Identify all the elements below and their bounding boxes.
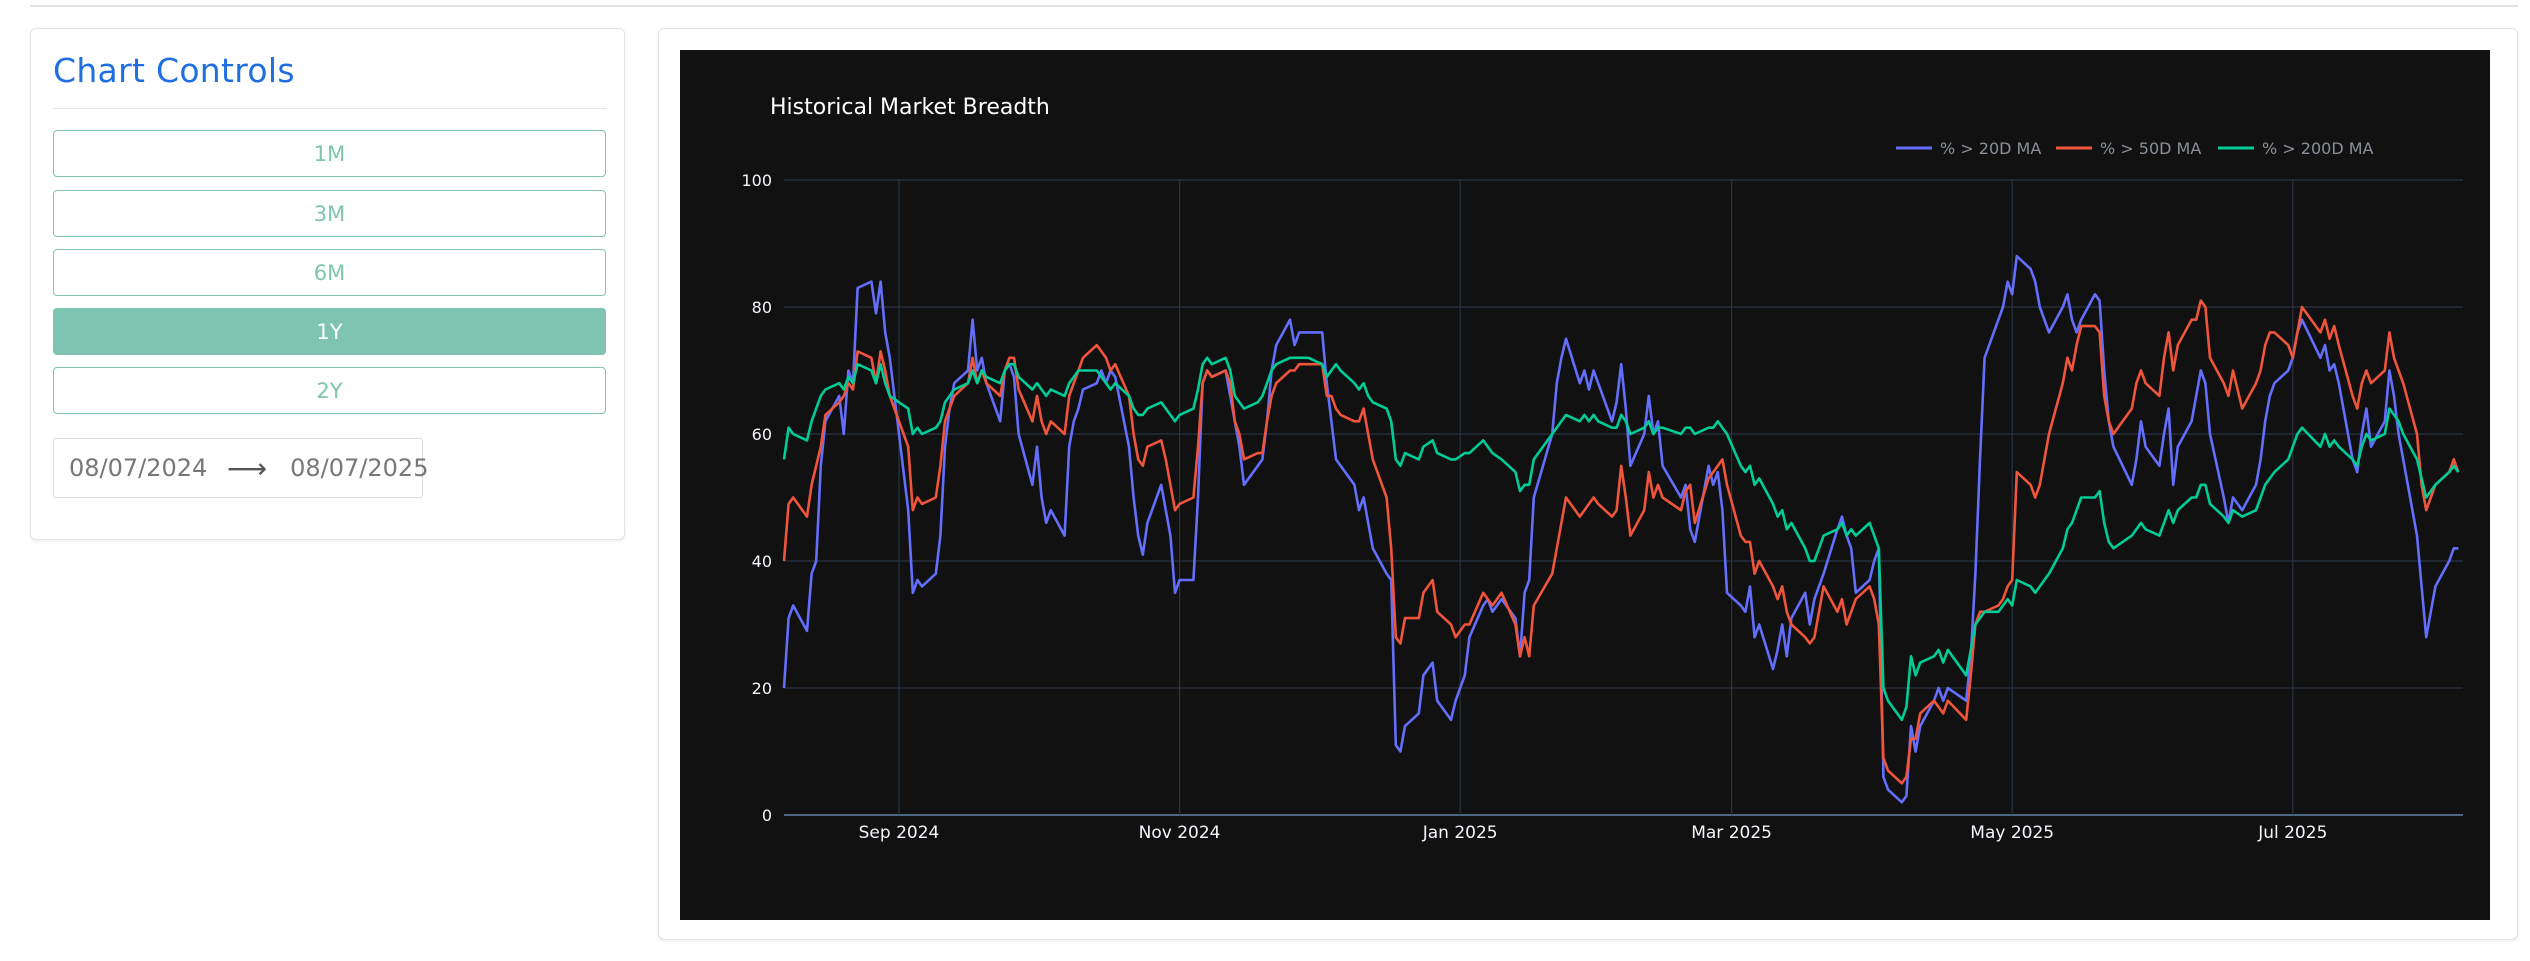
legend-item-3: % > 200D MA [2218,139,2374,158]
range-button-1y[interactable]: 1Y [53,308,606,355]
x-tick-label: Jan 2025 [1422,823,1498,843]
controls-divider [53,108,606,109]
top-divider [30,5,2518,7]
y-tick-label: 80 [752,298,772,317]
legend-item-2: % > 50D MA [2056,139,2201,158]
chart-title: Historical Market Breadth [770,95,1050,120]
end-date-input[interactable] [275,454,441,482]
x-tick-label: Mar 2025 [1691,823,1772,843]
legend-label: % > 50D MA [2100,139,2201,158]
chart-panel: Historical Market Breadth 0 20 40 60 80 100 S… [658,28,2518,940]
series-line-3 [782,356,2460,722]
date-range-picker: ⟶ [53,438,441,498]
series-lines [782,254,2460,804]
chart-background: Historical Market Breadth 0 20 40 60 80 100 S… [680,50,2490,920]
chart-grid [784,179,2463,816]
y-tick-label: 40 [752,552,772,571]
x-tick-label: Jul 2025 [2257,823,2327,843]
series-line-2 [782,299,2460,785]
range-button-3m[interactable]: 3M [53,190,606,237]
start-date-input[interactable] [54,454,219,482]
y-tick-label: 60 [752,425,772,444]
legend-label: % > 20D MA [1940,139,2041,158]
x-axis: Sep 2024 Nov 2024 Jan 2025 Mar 2025 May 2025… [859,823,2328,843]
controls-title: Chart Controls [53,51,295,90]
x-tick-label: Sep 2024 [859,823,940,843]
y-tick-label: 20 [752,679,772,698]
y-axis: 0 20 40 60 80 100 [741,171,772,825]
legend-item-1: % > 20D MA [1896,139,2041,158]
series-line-1 [782,254,2459,804]
x-tick-label: May 2025 [1970,823,2054,843]
y-tick-label: 100 [741,171,772,190]
arrow-right-icon: ⟶ [227,451,268,485]
range-button-2y[interactable]: 2Y [53,367,606,414]
market-breadth-chart: Historical Market Breadth 0 20 40 60 80 100 S… [741,95,2463,843]
range-button-6m[interactable]: 6M [53,249,606,296]
legend-label: % > 200D MA [2262,139,2374,158]
range-button-1m[interactable]: 1M [53,130,606,177]
y-tick-label: 0 [762,806,772,825]
chart-controls-panel: Chart Controls 1M 3M 6M 1Y 2Y ⟶ [30,28,625,540]
chart-legend: % > 20D MA % > 50D MA % > 200D MA [1896,139,2374,158]
x-tick-label: Nov 2024 [1139,823,1221,843]
